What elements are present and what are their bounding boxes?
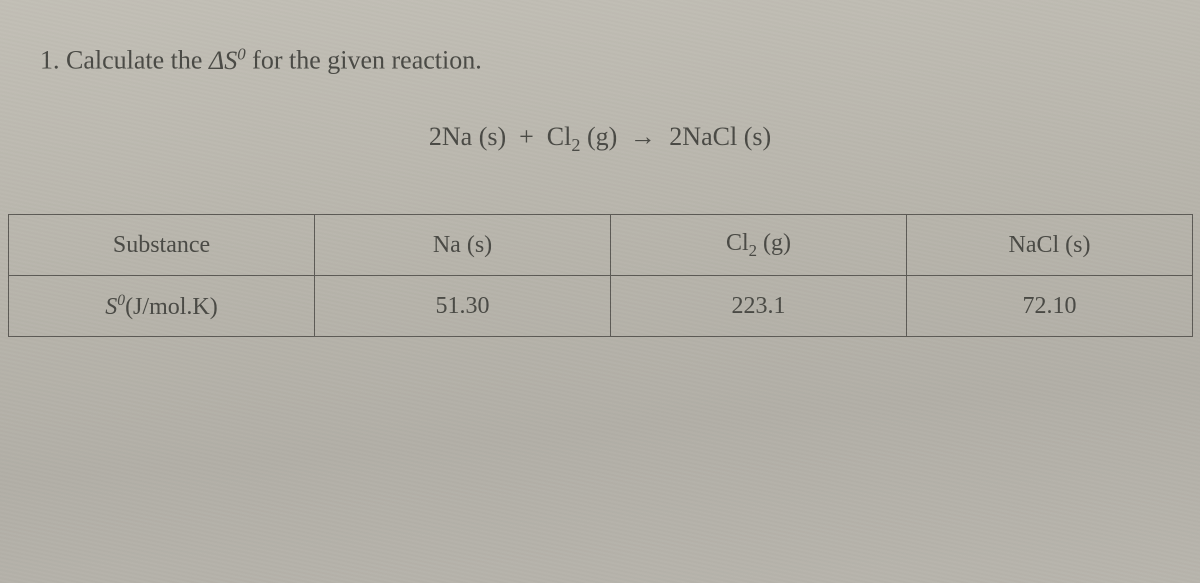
row-label-s0: S0(J/mol.K): [9, 276, 315, 337]
entropy-table: Substance Na (s) Cl2 (g) NaCl (s) S0(J/m…: [8, 214, 1193, 337]
header-nacl: NaCl (s): [907, 215, 1193, 276]
table-header-row: Substance Na (s) Cl2 (g) NaCl (s): [9, 215, 1193, 276]
header-cl2: Cl2 (g): [611, 215, 907, 276]
question-number: 1.: [40, 46, 60, 75]
worksheet-page: { "question": { "number": "1.", "prompt_…: [0, 0, 1200, 583]
value-na: 51.30: [315, 276, 611, 337]
delta-s-symbol: ΔS0: [209, 46, 246, 75]
reactant-2: Cl2 (g): [547, 122, 618, 151]
value-cl2: 223.1: [611, 276, 907, 337]
value-nacl: 72.10: [907, 276, 1193, 337]
reaction-arrow: →: [624, 122, 663, 151]
table-data-row: S0(J/mol.K) 51.30 223.1 72.10: [9, 276, 1193, 337]
reaction-equation: 2Na (s) + Cl2 (g) → 2NaCl (s): [0, 122, 1200, 156]
header-substance: Substance: [9, 215, 315, 276]
reactant-1: 2Na (s): [429, 122, 506, 151]
plus-sign: +: [519, 122, 534, 151]
question-prompt: 1. Calculate the ΔS0 for the given react…: [40, 44, 482, 76]
product-1: 2NaCl (s): [669, 122, 771, 151]
prompt-before: Calculate the: [66, 46, 209, 75]
prompt-after: for the given reaction.: [246, 46, 482, 75]
header-na: Na (s): [315, 215, 611, 276]
